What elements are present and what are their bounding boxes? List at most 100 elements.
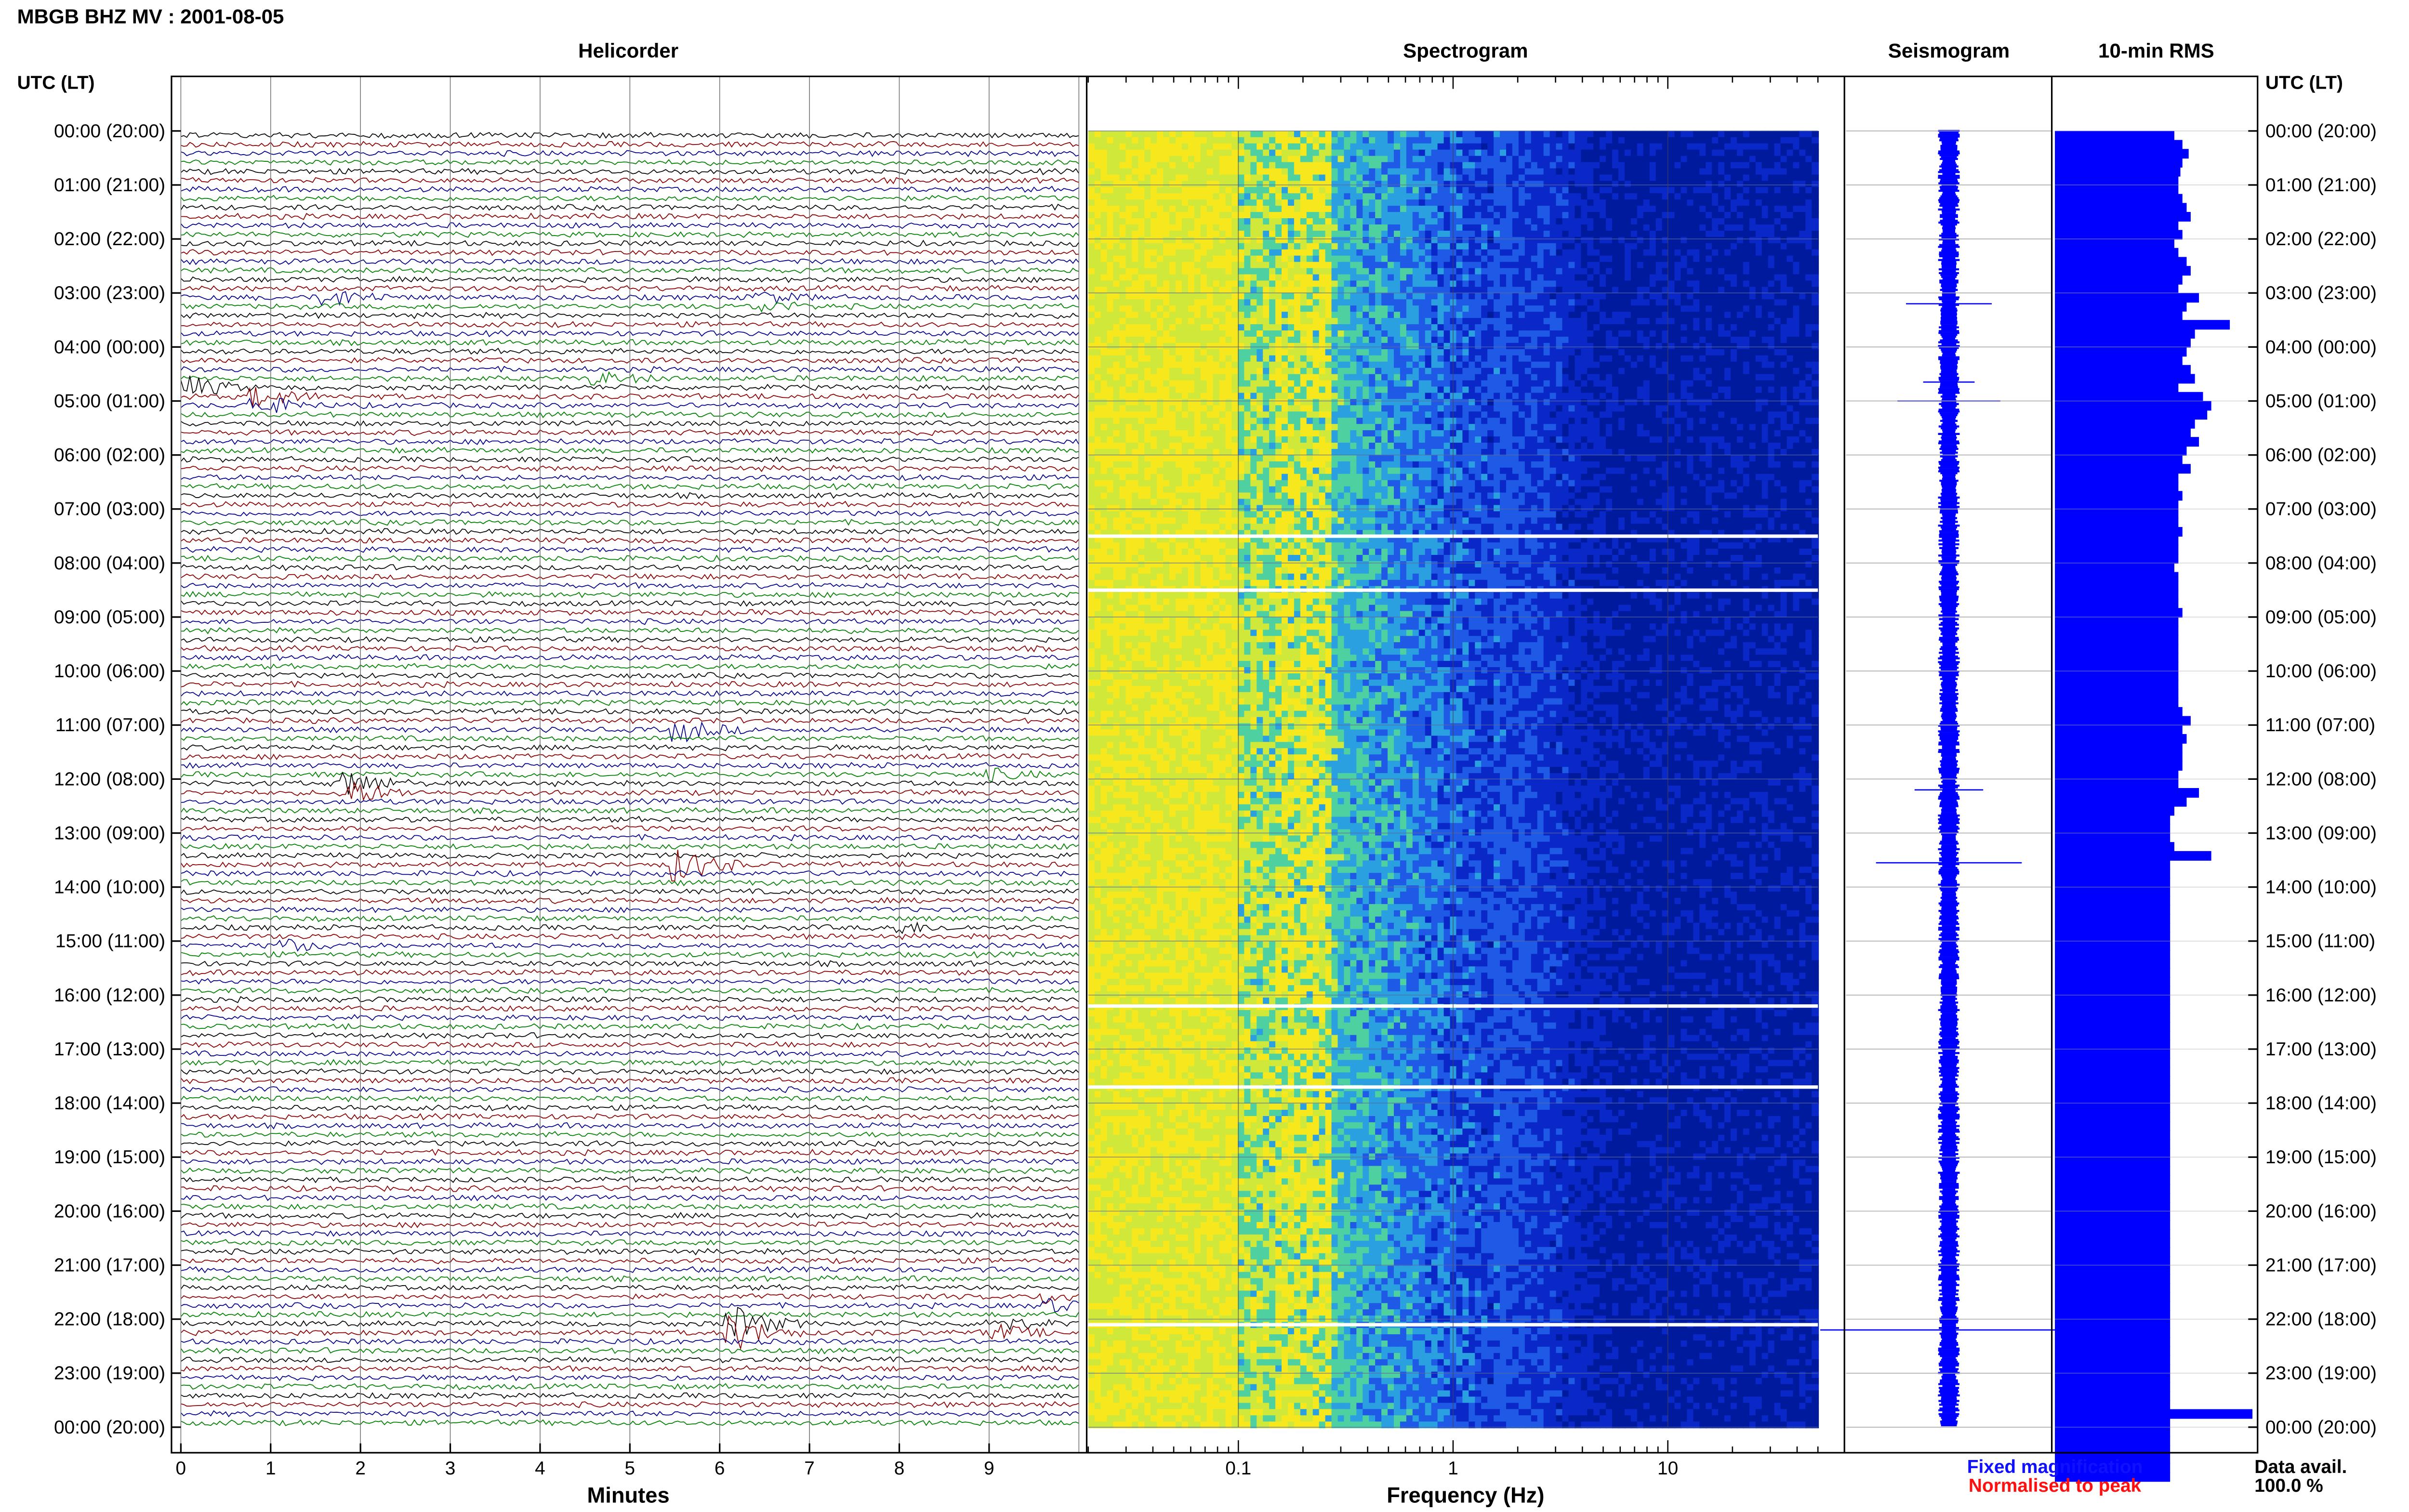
spectrogram-cell xyxy=(1650,305,1657,312)
spectrogram-cell xyxy=(1151,224,1158,231)
spectrogram-cell xyxy=(1313,231,1320,237)
spectrogram-cell xyxy=(1101,131,1108,138)
spectrogram-cell xyxy=(1512,355,1520,362)
spectrogram-cell xyxy=(1257,330,1264,337)
spectrogram-cell xyxy=(1201,137,1208,144)
spectrogram-cell xyxy=(1749,150,1757,157)
spectrogram-cell xyxy=(1163,168,1170,175)
spectrogram-cell xyxy=(1737,387,1744,394)
spectrogram-cell xyxy=(1369,218,1376,225)
spectrogram-cell xyxy=(1194,162,1202,169)
spectrogram-cell xyxy=(1288,362,1295,368)
spectrogram-cell xyxy=(1494,293,1501,300)
spectrogram-cell xyxy=(1201,393,1208,399)
spectrogram-cell xyxy=(1475,156,1482,163)
spectrogram-cell xyxy=(1406,218,1414,225)
spectrogram-cell xyxy=(1332,330,1339,337)
spectrogram-cell xyxy=(1151,337,1158,343)
spectrogram-cell xyxy=(1207,368,1214,375)
spectrogram-cell xyxy=(1182,256,1189,263)
spectrogram-cell xyxy=(1344,262,1351,269)
spectrogram-cell xyxy=(1275,181,1283,187)
spectrogram-cell xyxy=(1431,237,1439,244)
spectrogram-cell xyxy=(1413,181,1420,187)
spectrogram-cell xyxy=(1095,330,1102,337)
spectrogram-cell xyxy=(1631,193,1638,200)
spectrogram-cell xyxy=(1375,387,1382,394)
spectrogram-cell xyxy=(1631,131,1638,138)
spectrogram-cell xyxy=(1512,144,1520,150)
spectrogram-cell xyxy=(1119,324,1126,331)
spectrogram-cell xyxy=(1768,131,1775,138)
spectrogram-cell xyxy=(1643,144,1651,150)
spectrogram-cell xyxy=(1812,156,1819,163)
spectrogram-cell xyxy=(1768,374,1775,381)
spectrogram-cell xyxy=(1643,349,1651,356)
spectrogram-cell xyxy=(1531,381,1538,387)
spectrogram-cell xyxy=(1356,330,1363,337)
spectrogram-cell xyxy=(1350,293,1357,300)
spectrogram-cell xyxy=(1275,305,1283,312)
spectrogram-cell xyxy=(1107,187,1114,194)
spectrogram-cell xyxy=(1712,150,1719,157)
spectrogram-cell xyxy=(1793,181,1800,187)
spectrogram-cell xyxy=(1188,187,1195,194)
spectrogram-cell xyxy=(1356,343,1363,350)
spectrogram-cell xyxy=(1487,275,1495,281)
spectrogram-cell xyxy=(1593,212,1601,219)
spectrogram-cell xyxy=(1319,312,1326,318)
spectrogram-cell xyxy=(1693,287,1700,293)
spectrogram-cell xyxy=(1637,312,1644,318)
spectrogram-cell xyxy=(1681,268,1688,275)
spectrogram-cell xyxy=(1144,381,1152,387)
spectrogram-cell xyxy=(1244,150,1251,157)
spectrogram-cell xyxy=(1519,349,1526,356)
spectrogram-cell xyxy=(1506,199,1513,206)
spectrogram-cell xyxy=(1799,168,1806,175)
spectrogram-cell xyxy=(1631,368,1638,375)
spectrogram-cell xyxy=(1805,256,1813,263)
spectrogram-cell xyxy=(1213,199,1220,206)
spectrogram-cell xyxy=(1188,293,1195,300)
spectrogram-cell xyxy=(1101,362,1108,368)
spectrogram-cell xyxy=(1344,199,1351,206)
spectrogram-cell xyxy=(1288,231,1295,237)
spectrogram-cell xyxy=(1201,199,1208,206)
spectrogram-cell xyxy=(1182,144,1189,150)
spectrogram-cell xyxy=(1425,137,1432,144)
spectrogram-cell xyxy=(1231,275,1239,281)
spectrogram-cell xyxy=(1706,131,1713,138)
spectrogram-cell xyxy=(1668,287,1676,293)
spectrogram-cell xyxy=(1282,237,1289,244)
spectrogram-cell xyxy=(1787,349,1794,356)
spectrogram-cell xyxy=(1176,318,1183,325)
spectrogram-cell xyxy=(1494,168,1501,175)
spectrogram-cell xyxy=(1119,337,1126,343)
spectrogram-cell xyxy=(1762,268,1769,275)
spectrogram-cell xyxy=(1095,237,1102,244)
spectrogram-cell xyxy=(1244,174,1251,181)
spectrogram-cell xyxy=(1444,381,1451,387)
spectrogram-cell xyxy=(1350,393,1357,399)
spectrogram-cell xyxy=(1176,181,1183,187)
spectrogram-cell xyxy=(1431,156,1439,163)
spectrogram-cell xyxy=(1438,280,1445,287)
spectrogram-cell xyxy=(1544,381,1551,387)
spectrogram-cell xyxy=(1194,355,1202,362)
spectrogram-cell xyxy=(1325,280,1333,287)
spectrogram-cell xyxy=(1718,337,1725,343)
spectrogram-cell xyxy=(1650,299,1657,306)
spectrogram-cell xyxy=(1157,224,1164,231)
spectrogram-cell xyxy=(1163,387,1170,394)
spectrogram-cell xyxy=(1481,337,1488,343)
spectrogram-cell xyxy=(1250,280,1257,287)
spectrogram-cell xyxy=(1151,305,1158,312)
spectrogram-cell xyxy=(1400,275,1407,281)
spectrogram-cell xyxy=(1506,137,1513,144)
spectrogram-cell xyxy=(1125,324,1133,331)
spectrogram-cell xyxy=(1537,381,1545,387)
spectrogram-cell xyxy=(1475,144,1482,150)
spectrogram-cell xyxy=(1674,343,1681,350)
spectrogram-cell xyxy=(1544,337,1551,343)
spectrogram-cell xyxy=(1406,174,1414,181)
